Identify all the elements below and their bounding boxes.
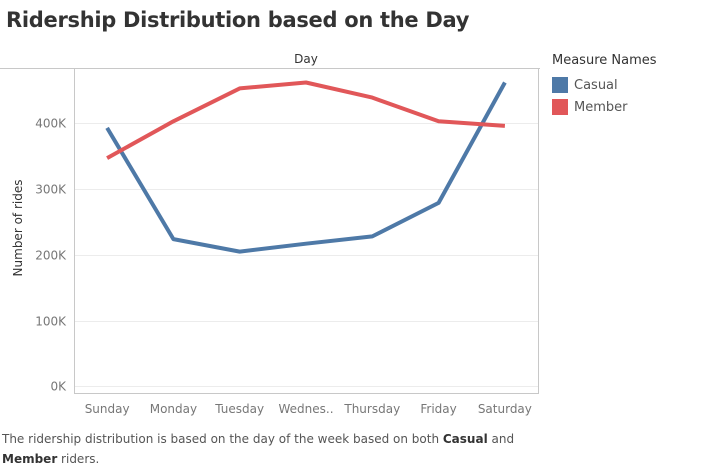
legend-label-casual: Casual: [574, 77, 618, 93]
x-tick-label: Monday: [150, 402, 197, 416]
y-tick-label: 0K: [50, 380, 67, 394]
series-line-member: [106, 80, 506, 160]
chart-caption: The ridership distribution is based on t…: [2, 429, 542, 469]
legend-item-member[interactable]: Member: [552, 96, 657, 118]
legend: Measure Names Casual Member: [552, 53, 657, 118]
x-tick-label: Sunday: [85, 402, 130, 416]
caption-member: Member: [2, 452, 58, 466]
caption-casual: Casual: [442, 432, 488, 446]
caption-text-2: and: [487, 432, 515, 446]
chart-title: Ridership Distribution based on the Day: [6, 8, 470, 32]
x-tick-label: Friday: [420, 402, 456, 416]
legend-swatch-member: [552, 99, 568, 115]
caption-text-1: The ridership distribution is based on t…: [2, 432, 443, 446]
y-tick-label: 200K: [35, 249, 67, 263]
line-chart: 0K 100K 200K 300K 400K Number of rides Sunday M…: [0, 68, 540, 416]
y-tick-label: 300K: [35, 183, 67, 197]
y-tick-label: 400K: [35, 117, 67, 131]
x-tick-label: Tuesday: [214, 402, 264, 416]
x-tick-label: Saturday: [478, 402, 532, 416]
legend-item-casual[interactable]: Casual: [552, 74, 657, 96]
legend-label-member: Member: [574, 99, 628, 115]
y-tick-label: 100K: [35, 315, 67, 329]
x-column-header: Day: [294, 52, 318, 66]
legend-swatch-casual: [552, 77, 568, 93]
legend-title: Measure Names: [552, 53, 657, 68]
caption-text-3: riders.: [57, 452, 100, 466]
x-tick-label: Wednes..: [278, 402, 333, 416]
x-tick-label: Thursday: [343, 402, 400, 416]
series-line-casual: [105, 81, 507, 254]
y-axis-title: Number of rides: [11, 180, 25, 277]
